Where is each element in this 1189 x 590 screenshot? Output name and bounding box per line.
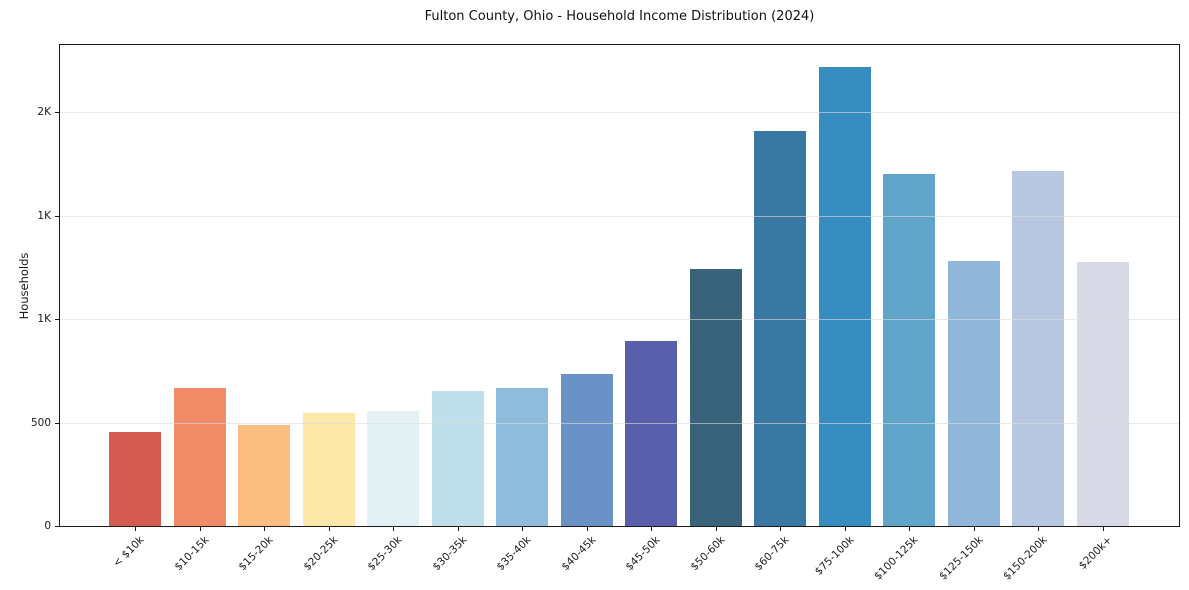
bar-$200k+ (1076, 262, 1129, 526)
gridline (60, 319, 1179, 321)
x-tick-mark (715, 527, 717, 531)
bar-$10-15k (173, 388, 226, 526)
y-tick-label: 500 (30, 416, 51, 429)
bar-$100-125k (883, 174, 935, 526)
x-tick-label: $35-40k (494, 534, 534, 574)
x-tick-mark (844, 527, 846, 531)
x-tick-mark (457, 527, 459, 531)
chart-title: Fulton County, Ohio - Household Income D… (424, 9, 815, 24)
bar-$30-35k (431, 390, 484, 526)
x-tick-mark (393, 527, 394, 531)
x-tick-label: < $10k (110, 534, 147, 570)
bar-$20-25k (302, 413, 355, 526)
bar-$60-75k (754, 130, 806, 526)
bar-< $10k (109, 431, 161, 526)
x-tick-label: $125-150k (936, 534, 985, 583)
x-tick-mark (1102, 527, 1104, 531)
x-tick-mark (651, 527, 652, 531)
y-tick-label: 2K (37, 106, 51, 119)
gridline (60, 112, 1179, 114)
x-tick-mark (586, 527, 588, 531)
x-tick-mark (264, 527, 265, 531)
x-tick-label: $200k+ (1076, 534, 1114, 572)
x-tick-label: $150-200k (1000, 534, 1050, 583)
x-tick-mark (780, 527, 781, 531)
y-tick-mark (55, 112, 59, 114)
gridline (60, 215, 1179, 217)
x-tick-mark (135, 527, 136, 531)
bar-$75-100k (818, 66, 871, 526)
x-tick-mark (328, 527, 330, 531)
x-tick-label: $25-30k (365, 534, 405, 574)
x-tick-mark (909, 527, 910, 531)
x-tick-label: $15-20k (236, 534, 276, 574)
x-tick-label: $30-35k (429, 534, 469, 574)
x-tick-label: $50-60k (687, 534, 727, 574)
x-tick-label: $75-100k (812, 534, 856, 578)
bar-$150-200k (1012, 171, 1064, 526)
plot-area (59, 44, 1180, 527)
y-tick-label: 1K (37, 209, 51, 222)
x-tick-mark (522, 527, 523, 531)
x-tick-label: $10-15k (171, 534, 211, 574)
bar-$50-60k (689, 268, 742, 526)
bar-$35-40k (496, 388, 548, 526)
bar-$45-50k (625, 340, 677, 526)
y-tick-mark (55, 526, 59, 527)
x-tick-mark (199, 527, 201, 531)
y-tick-mark (55, 422, 59, 424)
x-tick-label: $20-25k (300, 534, 340, 574)
x-tick-mark (973, 527, 975, 531)
x-tick-label: $40-45k (558, 534, 598, 574)
y-tick-mark (55, 319, 59, 321)
y-tick-mark (55, 215, 59, 217)
bar-$15-20k (238, 424, 290, 526)
x-tick-label: $60-75k (752, 534, 792, 574)
x-tick-label: $100-125k (871, 534, 921, 583)
y-tick-label: 0 (44, 520, 51, 532)
gridline (60, 422, 1179, 424)
bar-$25-30k (367, 411, 419, 526)
bar-$40-45k (560, 374, 613, 526)
bar-$125-150k (947, 261, 1000, 526)
x-tick-mark (1038, 527, 1039, 531)
x-tick-label: $45-50k (623, 534, 663, 574)
y-tick-label: 1K (37, 313, 51, 326)
